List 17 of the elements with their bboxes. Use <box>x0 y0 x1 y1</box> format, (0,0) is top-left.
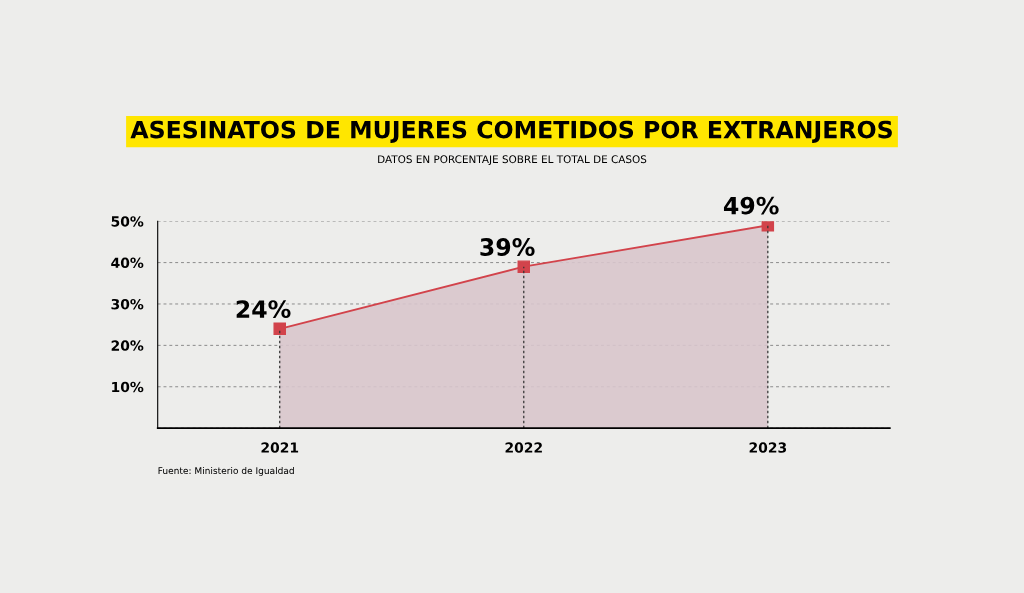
y-tick-label: 50% <box>111 216 144 227</box>
y-tick-label: 20% <box>111 340 144 351</box>
x-tick-label: 2021 <box>261 442 299 453</box>
point <box>517 260 531 273</box>
text: 24% <box>236 300 291 319</box>
chart-title: ASESINATOS DE MUJERES COMETIDOS POR EXTRANJEROS <box>130 120 892 143</box>
chart-subtitle: DATOS EN PORCENTAJE SOBRE EL TOTAL DE CASOS <box>378 155 647 166</box>
x-tick-label: 2023 <box>749 442 787 453</box>
point <box>273 322 286 336</box>
point <box>761 221 775 232</box>
text: 49% <box>723 196 779 215</box>
y-tick-label: 40% <box>111 257 144 269</box>
x-tick-label: 2022 <box>505 442 542 453</box>
source-note: Fuente: Ministerio de Igualdad <box>158 467 294 476</box>
y-tick-label: 30% <box>111 298 144 310</box>
y-tick-label: 10% <box>112 381 144 393</box>
text: 39% <box>480 238 535 256</box>
